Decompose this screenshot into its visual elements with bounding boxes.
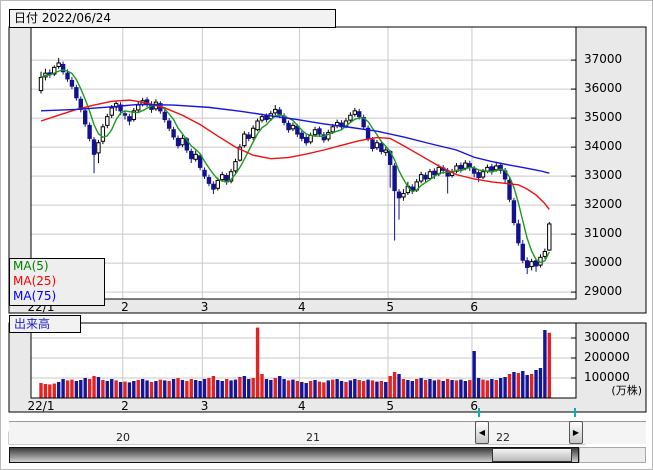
price-axis-label: 34000	[584, 139, 623, 154]
legend-item: MA(75)	[13, 289, 57, 303]
arrow-left-icon: ◀	[478, 428, 486, 437]
volume-month-label: 6	[470, 399, 478, 413]
volume-axis-label: 200000	[584, 350, 630, 364]
volume-title-label: 出来高	[14, 317, 51, 331]
date-label: 日付 2022/06/24	[14, 11, 111, 25]
price-axis-label: 30000	[584, 255, 623, 270]
price-axis-label: 36000	[584, 81, 623, 96]
legend-item: MA(25)	[13, 274, 57, 288]
price-month-label: 4	[297, 300, 306, 314]
volume-month-label: 2	[121, 399, 129, 413]
volume-axis-label: 100000	[584, 370, 630, 384]
volume-month-label: 4	[297, 399, 306, 413]
navigator-year-label: 20	[116, 431, 130, 444]
price-axis-label: 31000	[584, 226, 623, 241]
scroll-right-button[interactable]: ▶	[569, 421, 583, 444]
price-axis-label: 33000	[584, 168, 623, 183]
price-axis-label: 29000	[584, 284, 623, 299]
scrollbar-right-gutter	[579, 447, 646, 463]
navigator-year-label: 22	[496, 431, 510, 444]
price-month-label: 6	[470, 300, 478, 314]
scroll-left-button[interactable]: ◀	[475, 421, 489, 444]
selection-range-tick	[574, 408, 576, 417]
price-axis-label: 32000	[584, 197, 623, 212]
navigator[interactable]	[9, 421, 646, 444]
price-month-label: 5	[386, 300, 394, 314]
price-axis-label: 35000	[584, 110, 623, 125]
volume-axis-label: 300000	[584, 330, 630, 344]
scrollbar[interactable]	[9, 447, 579, 463]
volume-title-box: 出来高	[9, 315, 81, 333]
volume-month-label: 22/1	[27, 399, 55, 413]
price-axis-label: 37000	[584, 52, 623, 67]
scrollbar-thumb[interactable]	[492, 448, 572, 462]
arrow-right-icon: ▶	[572, 428, 580, 437]
volume-month-label: 5	[386, 399, 394, 413]
legend-item: MA(5)	[13, 259, 49, 273]
volume-month-label: 3	[200, 399, 209, 413]
price-month-label: 2	[121, 300, 129, 314]
volume-unit-label: (万株)	[611, 384, 642, 397]
ma-legend: MA(5) MA(25) MA(75)	[9, 258, 105, 306]
selection-range-tick	[478, 408, 480, 417]
price-month-label: 3	[200, 300, 209, 314]
date-header-box: 日付 2022/06/24	[9, 9, 336, 28]
navigator-year-label: 21	[306, 431, 320, 444]
